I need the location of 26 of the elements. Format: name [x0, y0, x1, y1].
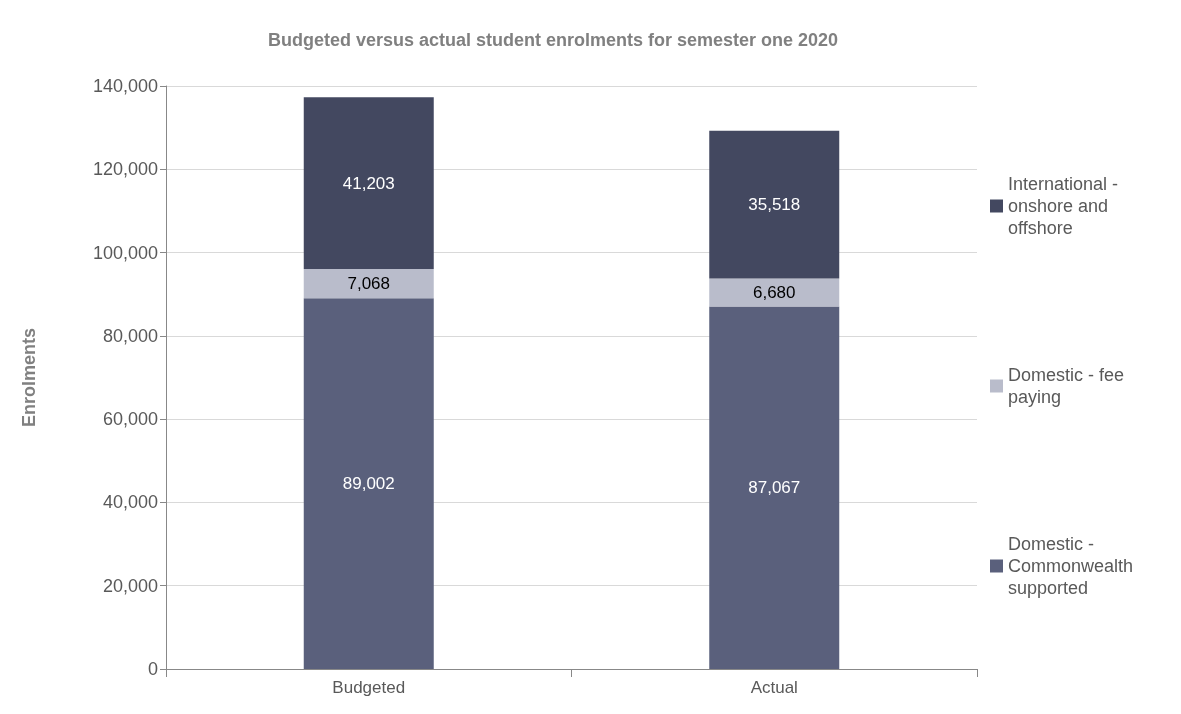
y-tick-label: 0	[147, 659, 158, 679]
bar	[303, 268, 434, 299]
bar	[709, 130, 840, 279]
x-tick-label: Budgeted	[332, 678, 406, 697]
data-label: 35,518	[748, 195, 801, 215]
legend-label: Domestic - fee paying	[1008, 365, 1130, 407]
data-label: 41,203	[342, 173, 395, 193]
y-tick-label: 60,000	[102, 409, 158, 430]
y-tick-label: 140,000	[92, 76, 158, 96]
y-axis-title: Enrolments	[19, 327, 39, 428]
y-tick-label: 40,000	[102, 492, 158, 513]
x-tick-label: Actual	[750, 678, 798, 697]
bar	[303, 97, 434, 269]
data-label: 7,068	[347, 274, 391, 294]
bar	[303, 298, 434, 669]
data-label: 6,680	[752, 283, 796, 303]
y-tick-label: 120,000	[92, 159, 158, 180]
y-tick-label: 20,000	[102, 575, 158, 596]
y-tick-label: 80,000	[102, 325, 158, 346]
bar	[709, 306, 840, 669]
data-label: 87,067	[748, 478, 801, 498]
legend-label: International - onshore and offshore	[1008, 174, 1124, 238]
legend-label: Domestic - Commonwealth supported	[1008, 534, 1139, 598]
data-label: 89,002	[342, 474, 395, 494]
chart-title: Budgeted versus actual student enrolments for semester one 2020	[267, 30, 839, 50]
y-tick-label: 100,000	[92, 242, 158, 263]
